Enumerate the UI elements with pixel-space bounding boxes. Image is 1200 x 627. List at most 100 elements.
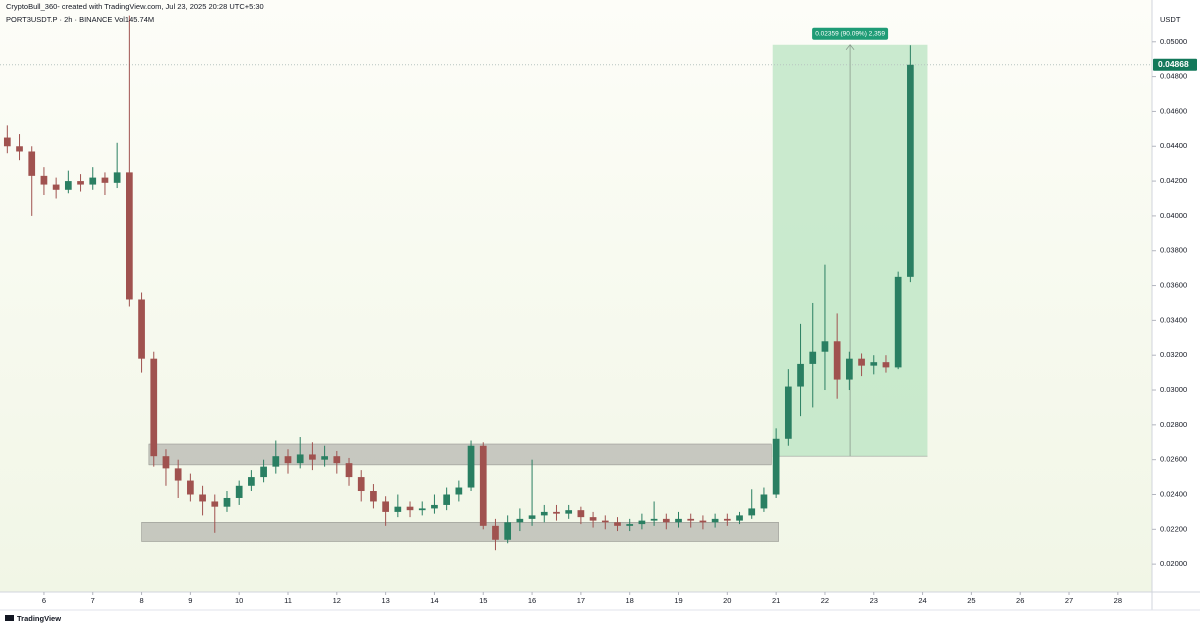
candle-body [638,520,646,525]
candle-body [101,177,109,183]
candle-body [516,518,524,523]
candle-body [16,146,23,152]
candle-body [40,175,48,185]
candle-body [760,494,768,509]
candle-body [540,511,548,516]
y-tick-label: 0.03600 [1160,281,1187,290]
x-tick-label: 17 [577,596,585,605]
candle-body [113,172,121,183]
position-label-box [812,27,889,40]
y-tick-label: 0.04800 [1160,72,1187,81]
x-tick-label: 26 [1016,596,1024,605]
candle-body [138,299,145,359]
candle-body [748,508,756,516]
x-tick-label: 23 [870,596,878,605]
candle-body [443,494,450,505]
x-tick-label: 21 [772,596,780,605]
last-price-box [1153,58,1197,71]
candle-body [528,515,536,519]
x-tick-label: 15 [479,596,487,605]
x-tick-label: 20 [723,596,731,605]
candle-body [406,506,414,511]
x-tick-label: 12 [333,596,341,605]
y-tick-label: 0.02000 [1160,559,1187,568]
support-zone [141,522,779,542]
candle-body [821,341,829,352]
candle-body [565,510,573,514]
candle-body [736,515,743,521]
candle-body [333,456,341,464]
candle-body [431,504,438,509]
position-arrowhead [845,44,855,50]
candle-body [797,363,804,387]
candle-body [626,524,634,526]
y-tick-label: 0.04200 [1160,176,1187,185]
candle-body [187,480,194,495]
candle-body [467,445,475,488]
y-tick-label: 0.03000 [1160,385,1187,394]
y-tick-label: 0.03800 [1160,246,1187,255]
candle-body [723,518,731,521]
candle-body [345,463,353,478]
candle-body [455,487,463,495]
candle-body [907,64,914,277]
candle-body [248,477,255,486]
x-tick-label: 11 [284,596,292,605]
x-tick-label: 6 [42,596,46,605]
y-tick-label: 0.02200 [1160,524,1187,533]
candle-body [321,456,328,460]
candle-body [846,358,853,380]
credit: CryptoBull_360- created with TradingView… [6,2,264,11]
candle-body [162,456,170,469]
position-label: 0.02359 (90.09%) 2,359 [815,30,885,37]
x-tick-label: 27 [1065,596,1073,605]
candle-body [662,518,670,523]
candle-body [553,511,560,514]
candle-body [418,508,426,511]
footer-bar [0,610,1200,627]
symbol-info: PORT3USDT.P · 2h · BINANCE Vol145.74M [6,15,154,24]
candle-body [650,518,658,521]
candle-body [784,386,792,439]
candle-body [809,351,817,364]
candle-body [675,518,682,523]
candle-body [882,362,890,368]
candle-body [601,520,609,523]
plot-layer: 0.02359 (90.09%) 2,359 [0,15,1152,551]
candle-body [260,466,267,478]
y-tick-label: 0.02400 [1160,489,1187,498]
candle-body [382,501,389,512]
candle-body [89,177,97,185]
footer-brand: TradingView [17,614,61,623]
candle-body [711,518,719,523]
y-tick-label: 0.04400 [1160,141,1187,150]
candle-body [687,518,695,521]
candle-body [174,468,182,481]
y-tick-label: 0.03400 [1160,315,1187,324]
x-tick-label: 18 [626,596,634,605]
candle-body [394,506,402,512]
candle-body [699,520,707,523]
candle-body [28,151,36,176]
x-tick-label: 7 [91,596,95,605]
x-tick-label: 24 [918,596,926,605]
candle-body [284,456,292,464]
plot-background [0,0,1152,592]
candle-body [894,276,902,368]
y-tick-label: 0.04600 [1160,106,1187,115]
x-tick-label: 28 [1114,596,1122,605]
candle-body [479,445,487,526]
candle-body [309,454,316,460]
y-tick-label: 0.05000 [1160,37,1187,46]
candle-body [833,341,841,380]
tv-logo [5,615,14,621]
x-tick-label: 9 [188,596,192,605]
y-tick-label: 0.02600 [1160,455,1187,464]
price-unit: USDT [1160,15,1181,24]
x-tick-label: 13 [381,596,389,605]
candle-body [870,362,878,366]
candle-body [370,491,377,502]
x-tick-label: 14 [430,596,438,605]
x-tick-label: 22 [821,596,829,605]
candle-body [223,497,231,507]
